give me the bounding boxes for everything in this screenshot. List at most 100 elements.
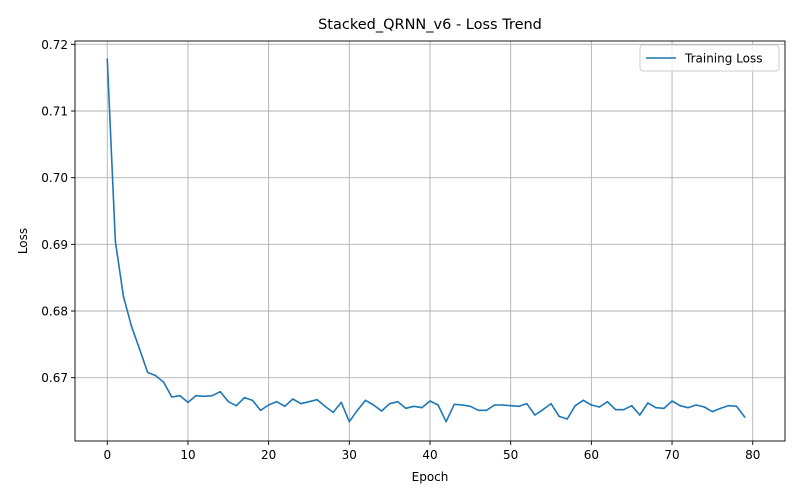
x-tick-label: 60 <box>584 448 599 462</box>
data-point <box>638 414 641 416</box>
data-point <box>235 404 238 407</box>
data-point <box>655 406 657 409</box>
x-tick-label: 40 <box>422 448 437 462</box>
data-point <box>735 405 738 408</box>
data-point <box>566 418 568 420</box>
data-point <box>719 407 722 410</box>
data-point <box>396 400 399 403</box>
data-point <box>292 398 294 400</box>
data-point <box>380 410 383 412</box>
data-point <box>663 407 665 410</box>
legend-box <box>639 44 780 72</box>
data-point <box>461 404 464 406</box>
data-point <box>743 416 746 418</box>
data-point <box>372 404 375 406</box>
data-point <box>356 409 359 412</box>
legend: Training Loss <box>639 44 780 72</box>
data-point <box>227 400 230 403</box>
data-point <box>122 295 125 298</box>
x-tick-label: 20 <box>261 448 276 462</box>
data-point <box>364 399 367 402</box>
data-point <box>703 406 706 408</box>
data-point <box>348 420 351 423</box>
data-point <box>509 404 512 407</box>
data-point <box>171 396 173 398</box>
legend-label: Training Loss <box>684 52 762 66</box>
data-point <box>493 404 496 406</box>
x-tick-label: 30 <box>342 448 357 462</box>
data-point <box>203 395 205 398</box>
data-point <box>300 402 302 405</box>
data-point <box>283 405 286 408</box>
data-point <box>574 404 577 407</box>
data-point <box>316 398 318 401</box>
data-point <box>526 402 528 405</box>
y-tick-label: 0.72 <box>41 38 68 52</box>
data-point <box>267 404 270 406</box>
chart-title: Stacked_QRNN_v6 - Loss Trend <box>318 17 542 33</box>
data-point <box>106 58 109 60</box>
data-point <box>534 414 536 416</box>
data-point <box>647 402 649 404</box>
data-point <box>590 404 593 406</box>
data-point <box>146 371 149 374</box>
y-tick-label: 0.70 <box>41 171 68 185</box>
series-line-training-loss <box>106 58 746 423</box>
data-point <box>219 390 222 393</box>
x-tick-label: 10 <box>180 448 195 462</box>
data-point <box>437 404 439 406</box>
data-point <box>501 404 504 406</box>
data-point <box>251 399 254 402</box>
data-point <box>421 406 423 409</box>
data-point <box>259 409 262 412</box>
data-point <box>195 394 197 397</box>
data-point <box>340 401 343 404</box>
series-layer <box>106 58 746 423</box>
data-point <box>622 408 625 411</box>
data-point <box>606 400 609 403</box>
data-point <box>582 399 585 402</box>
data-point <box>388 402 391 405</box>
y-tick-label: 0.69 <box>41 238 68 252</box>
x-tick-label: 0 <box>103 448 111 462</box>
data-point <box>614 408 617 411</box>
data-point <box>550 402 552 405</box>
data-point <box>453 403 456 406</box>
data-point <box>404 407 407 410</box>
data-point <box>138 348 141 350</box>
data-point <box>275 400 278 403</box>
data-point <box>445 420 447 423</box>
data-point <box>727 404 730 407</box>
x-tick-label: 70 <box>664 448 679 462</box>
data-point <box>187 401 189 404</box>
data-point <box>711 410 714 413</box>
data-point <box>211 394 213 397</box>
y-tick-label: 0.71 <box>41 105 68 119</box>
data-point <box>114 240 117 242</box>
data-point <box>413 405 415 408</box>
data-point <box>630 404 633 407</box>
ticks: 0 10 20 30 40 50 60 70 80 0.67 0.68 0.69 0.70 0.71 0.7… <box>41 38 760 462</box>
data-point <box>485 409 488 412</box>
data-point <box>542 408 544 411</box>
data-point <box>687 406 689 409</box>
y-tick-label: 0.68 <box>41 305 68 319</box>
x-tick-label: 80 <box>745 448 760 462</box>
data-point <box>558 415 560 418</box>
data-point <box>154 374 157 377</box>
x-tick-label: 50 <box>503 448 518 462</box>
y-axis-label: Loss <box>16 228 30 254</box>
data-point <box>671 400 673 402</box>
data-point <box>469 405 472 408</box>
data-point <box>308 400 310 403</box>
data-point <box>517 405 520 408</box>
data-point <box>429 400 431 402</box>
data-point <box>179 394 181 397</box>
y-tick-label: 0.67 <box>41 371 68 385</box>
data-point <box>130 325 133 328</box>
grid <box>75 41 785 441</box>
data-point <box>679 404 681 407</box>
data-point <box>162 381 165 384</box>
